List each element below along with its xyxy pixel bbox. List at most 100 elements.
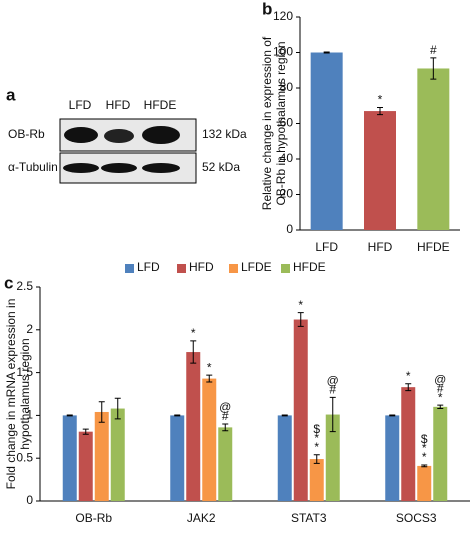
error-bar	[421, 464, 428, 468]
legend-label: HFD	[189, 260, 214, 274]
y-tick-label: 80	[280, 80, 294, 94]
significance-marker: #	[222, 409, 229, 423]
significance-marker: $	[313, 422, 320, 436]
bar	[78, 431, 93, 501]
significance-marker: #	[430, 43, 437, 57]
y-axis-label: Relative change in expression of	[260, 36, 274, 210]
error-bar	[82, 428, 89, 435]
band	[63, 163, 99, 173]
size-label: 132 kDa	[202, 127, 247, 141]
y-tick-label: 100	[273, 45, 293, 59]
y-tick-label: 40	[280, 151, 294, 165]
error-bar	[437, 404, 444, 410]
panel-label: b	[262, 0, 272, 18]
error-bar	[281, 414, 288, 417]
significance-marker: *	[191, 326, 196, 340]
bar	[401, 387, 416, 501]
x-tick-label: OB-Rb	[75, 511, 112, 525]
bar	[62, 415, 77, 501]
blot: LFD HFD HFDE OB-Rb α-Tubulin 132 kDa 52 …	[8, 98, 247, 184]
significance-marker: @	[434, 372, 446, 386]
error-bar	[377, 107, 383, 116]
significance-marker: *	[207, 360, 212, 374]
y-tick-label: 60	[280, 116, 294, 130]
bar	[417, 68, 450, 230]
error-bar	[206, 374, 213, 383]
legend-swatch	[125, 264, 134, 273]
error-bar	[313, 454, 320, 464]
significance-marker: *	[378, 93, 383, 107]
significance-marker: #	[329, 383, 336, 397]
y-tick-label: 20	[280, 187, 294, 201]
protein-label: OB-Rb	[8, 127, 45, 141]
y-tick-label: 0	[286, 222, 293, 236]
error-bar	[297, 312, 304, 327]
y-axis-label: Fold change in mRNA expression in	[4, 299, 18, 490]
significance-marker: @	[327, 374, 339, 388]
legend-label: HFDE	[293, 260, 326, 274]
y-tick-label: 2	[26, 322, 33, 336]
bar	[309, 459, 324, 501]
x-tick-label: JAK2	[187, 511, 216, 525]
legend-swatch	[281, 264, 290, 273]
band	[101, 163, 137, 173]
significance-marker: #	[437, 381, 444, 395]
x-tick-label: LFD	[315, 240, 338, 254]
y-tick-label: 1	[26, 408, 33, 422]
protein-label: α-Tubulin	[8, 160, 58, 174]
lane-label: HFD	[106, 98, 131, 112]
significance-marker: *	[422, 441, 427, 455]
error-bar	[174, 414, 181, 417]
bar	[218, 427, 233, 501]
y-axis-label: hypothalamus region	[18, 338, 32, 449]
error-bar	[430, 57, 437, 80]
error-bar	[66, 414, 73, 417]
x-tick-label: STAT3	[291, 511, 327, 525]
legend-swatch	[229, 264, 238, 273]
significance-marker: *	[406, 369, 411, 383]
bar	[170, 415, 185, 501]
bar	[433, 406, 448, 501]
band	[142, 163, 180, 173]
error-bar	[405, 383, 412, 392]
bar	[277, 415, 292, 501]
x-tick-label: SOCS3	[396, 511, 437, 525]
band	[142, 126, 180, 144]
bar	[325, 414, 340, 501]
significance-marker: *	[438, 390, 443, 404]
y-tick-label: 2.5	[16, 279, 33, 293]
significance-marker: *	[314, 440, 319, 454]
error-bar	[389, 414, 396, 417]
bar	[293, 319, 308, 501]
error-bar	[98, 401, 105, 423]
bar	[417, 465, 432, 501]
significance-marker: *	[422, 450, 427, 464]
significance-marker: *	[314, 431, 319, 445]
y-tick-label: 0	[26, 493, 33, 507]
y-axis-label: OB-Rb in hypothalamus region	[274, 41, 288, 205]
band	[104, 129, 134, 143]
bar	[186, 352, 201, 501]
error-bar	[329, 396, 336, 433]
bar	[202, 378, 217, 501]
panel-label: c	[4, 273, 13, 292]
band	[64, 127, 98, 143]
legend-label: LFDE	[241, 260, 272, 274]
y-tick-label: 1.5	[16, 365, 33, 379]
bar	[110, 408, 125, 501]
significance-marker: @	[219, 400, 231, 414]
bar	[364, 111, 396, 230]
y-tick-label: 0.5	[16, 450, 33, 464]
legend-label: LFD	[137, 260, 160, 274]
legend-swatch	[177, 264, 186, 273]
x-tick-label: HFDE	[417, 240, 450, 254]
significance-marker: *	[298, 298, 303, 312]
error-bar	[114, 397, 121, 420]
x-tick-label: HFD	[368, 240, 393, 254]
bar	[310, 52, 343, 230]
bar	[94, 411, 109, 501]
lane-label: HFDE	[144, 98, 177, 112]
error-bar	[222, 423, 229, 432]
lane-label: LFD	[69, 98, 92, 112]
